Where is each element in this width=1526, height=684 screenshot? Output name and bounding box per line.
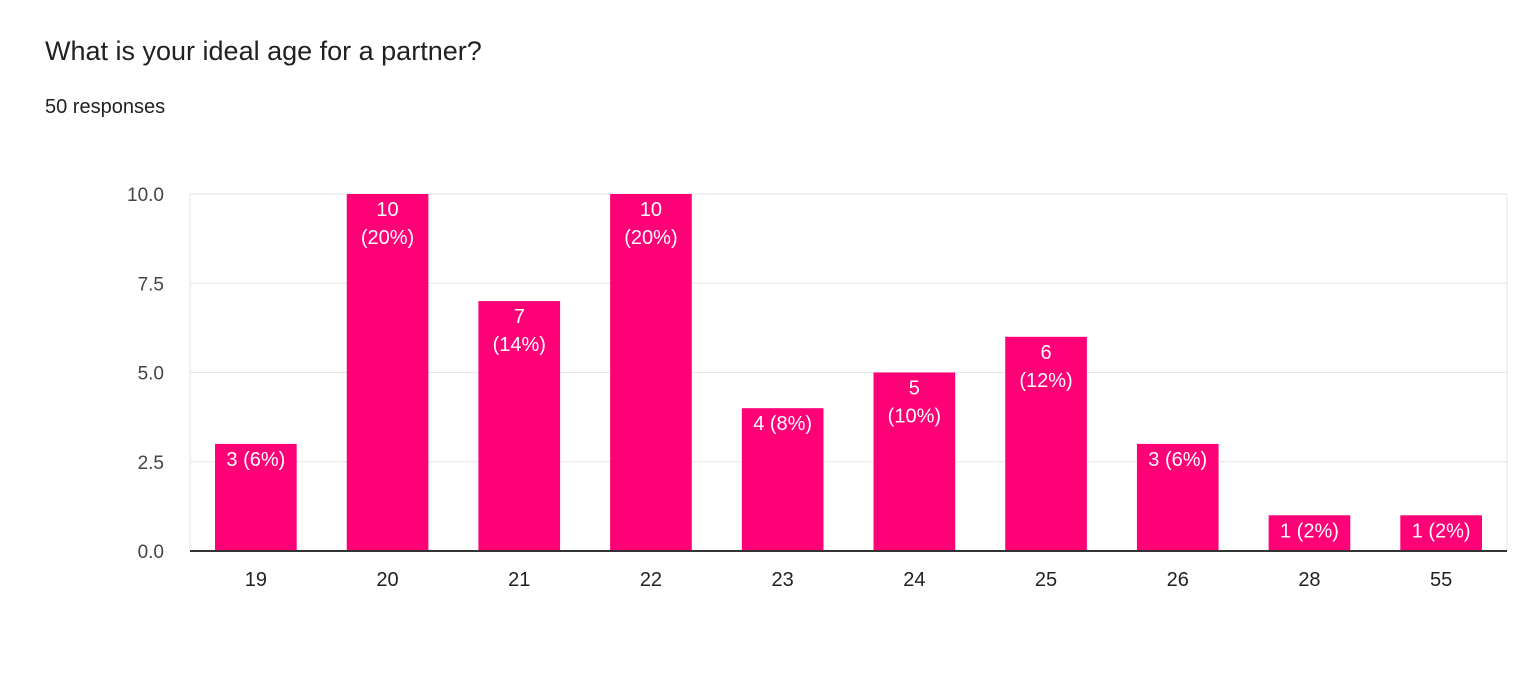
data-label: 5: [909, 378, 920, 400]
x-tick-label: 21: [508, 569, 530, 591]
x-tick-label: 25: [1035, 569, 1057, 591]
bar-19: [215, 443, 297, 551]
data-label: 4 (8%): [753, 413, 812, 435]
x-tick-label: 20: [376, 569, 398, 591]
data-label: (10%): [888, 406, 941, 428]
response-count: 50 responses: [45, 96, 166, 118]
data-label: (14%): [493, 334, 546, 356]
data-label: 1 (2%): [1280, 520, 1339, 542]
bar-24: [873, 372, 956, 551]
bar-22: [610, 194, 692, 551]
y-tick-label: 2.5: [138, 453, 164, 474]
x-tick-label: 19: [245, 569, 267, 591]
x-tick-label: 22: [640, 569, 662, 591]
data-label: (20%): [624, 227, 677, 249]
chart-title: What is your ideal age for a partner?: [45, 36, 482, 66]
x-axis: 19 20 21 22 23 24 25 26 28 55: [190, 550, 1507, 591]
bar-26: [1136, 443, 1219, 551]
bar-55: [1400, 515, 1482, 551]
y-axis: 0.0 2.5 5.0 7.5 10.0: [127, 185, 164, 563]
bar-23: [741, 408, 824, 551]
data-label: (20%): [361, 227, 414, 249]
bar-25: [1005, 336, 1087, 551]
bar-28: [1268, 515, 1351, 551]
y-tick-label: 0.0: [138, 542, 164, 563]
data-label: (12%): [1019, 370, 1072, 392]
x-tick-label: 24: [903, 569, 925, 591]
x-tick-label: 23: [772, 569, 794, 591]
bars: 3 (6%) 10 (20%) 7 (14%) 10 (20%) 4 (8%) 5 (10%) 6 (…: [215, 194, 1482, 551]
data-label: 6: [1040, 342, 1051, 364]
data-label: 1 (2%): [1412, 520, 1471, 542]
data-label: 10: [640, 199, 662, 221]
y-tick-label: 5.0: [138, 364, 164, 385]
bar-20: [346, 194, 429, 551]
data-label: 10: [376, 199, 398, 221]
x-tick-label: 28: [1298, 569, 1320, 591]
y-tick-label: 7.5: [138, 274, 164, 295]
bar-21: [478, 301, 561, 551]
data-label: 3 (6%): [1148, 449, 1207, 471]
data-label: 3 (6%): [226, 449, 285, 471]
x-tick-label: 26: [1167, 569, 1189, 591]
y-tick-label: 10.0: [127, 185, 164, 206]
x-tick-label: 55: [1430, 569, 1452, 591]
data-label: 7: [514, 306, 525, 328]
